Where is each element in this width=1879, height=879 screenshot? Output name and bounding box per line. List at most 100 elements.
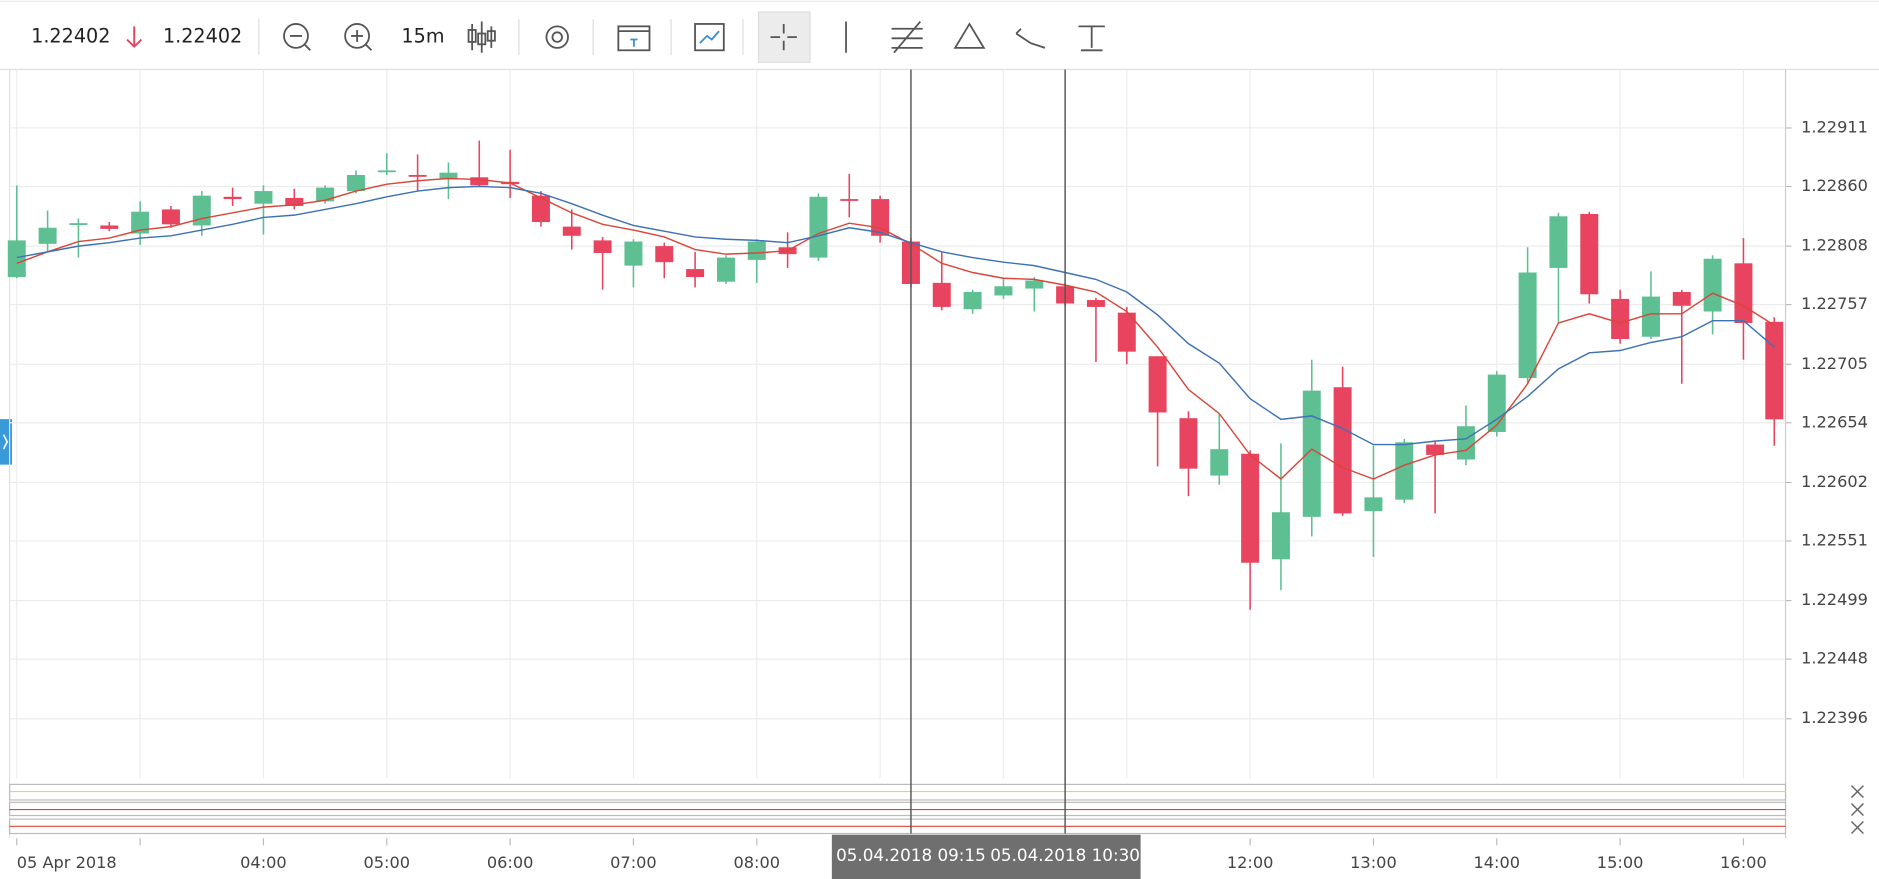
- candle-body: [1672, 292, 1691, 306]
- side-panel-toggle[interactable]: [0, 419, 12, 465]
- x-tick-label: 06:00: [487, 853, 534, 872]
- crosshair-tool-active[interactable]: [757, 11, 811, 63]
- labels: 1.22911 1.22860 1.22808 1.22757 1.22705 1.226…: [16, 117, 1868, 879]
- x-tick-label: 13:00: [1350, 853, 1397, 872]
- candle-body: [131, 211, 150, 234]
- candle-body: [346, 174, 365, 192]
- candle-body: [1487, 374, 1506, 432]
- candle-body: [408, 174, 427, 177]
- candle-body: [686, 269, 705, 278]
- candle-body: [69, 223, 88, 225]
- bid-price: 1.22402: [31, 25, 110, 48]
- candle-body: [316, 187, 335, 202]
- candle-body: [7, 240, 26, 278]
- y-tick-label: 1.22448: [1801, 649, 1868, 668]
- y-tick-label: 1.22911: [1801, 117, 1868, 136]
- templates[interactable]: [617, 25, 651, 52]
- y-tick-label: 1.22551: [1801, 530, 1868, 549]
- crosshair-label-box: [831, 834, 1141, 879]
- candle-body: [285, 197, 304, 206]
- candle-body: [994, 286, 1013, 296]
- candle-body: [192, 195, 211, 226]
- candle-body: [38, 227, 57, 244]
- candle-body: [161, 209, 180, 225]
- x-tick-label: 07:00: [610, 853, 657, 872]
- x-tick-label: 16:00: [1720, 853, 1767, 872]
- candle-body: [1580, 214, 1599, 295]
- candle-body: [1641, 296, 1660, 337]
- crosshair-label: 05.04.2018 09:15: [836, 845, 986, 865]
- candle-body: [963, 292, 982, 310]
- moving-average-line: [16, 177, 1775, 480]
- candle-body: [1364, 497, 1383, 512]
- side-panel-arrow: [2, 434, 9, 450]
- y-tick-label: 1.22860: [1801, 176, 1868, 195]
- y-tick-label: 1.22654: [1801, 412, 1868, 431]
- y-tick-label: 1.22396: [1801, 708, 1868, 727]
- candle-body: [531, 195, 550, 223]
- candle-body: [716, 257, 735, 282]
- y-tick-label: 1.22602: [1801, 472, 1868, 491]
- candle-body: [1241, 453, 1260, 563]
- candle-body: [1025, 280, 1044, 289]
- candle-body: [1395, 442, 1414, 500]
- marks: [7, 69, 1784, 834]
- candle-body: [1271, 512, 1290, 560]
- x-tick-label: 05:00: [363, 853, 410, 872]
- x-tick-label: 04:00: [240, 853, 287, 872]
- toolbar: 1.22402 1.22402 15m: [0, 0, 1879, 71]
- ask-price: 1.22402: [163, 25, 242, 48]
- y-tick-label: 1.22808: [1801, 236, 1868, 255]
- candle-body: [1333, 387, 1352, 514]
- candle-body: [1426, 444, 1445, 455]
- candle-body: [377, 170, 396, 173]
- candle-body: [1086, 300, 1105, 307]
- triangle-tool[interactable]: [953, 22, 986, 49]
- indicators[interactable]: [694, 23, 725, 52]
- zoom-in[interactable]: [344, 23, 373, 51]
- x-tick-label: 14:00: [1473, 853, 1520, 872]
- fibonacci-tool[interactable]: [891, 20, 923, 54]
- candle-body: [254, 191, 273, 204]
- candle-body: [470, 177, 489, 186]
- y-tick-label: 1.22705: [1801, 354, 1868, 373]
- moving-average-line: [16, 185, 1775, 446]
- candle-body: [1611, 298, 1630, 340]
- candle-body: [562, 226, 581, 236]
- indicator-panes: [8, 783, 1864, 835]
- candle-body: [809, 196, 828, 258]
- candle-type[interactable]: [467, 21, 496, 53]
- crosshair-label: 05.04.2018 10:30: [990, 845, 1140, 865]
- interval[interactable]: 15m: [401, 25, 444, 48]
- x-tick-label: 15:00: [1597, 853, 1644, 872]
- candle-body: [1765, 321, 1784, 420]
- candle-body: [747, 241, 766, 260]
- candle-body: [1549, 216, 1568, 268]
- x-tick-label: 12:00: [1227, 853, 1274, 872]
- candle-body: [624, 241, 643, 266]
- y-tick-label: 1.22499: [1801, 590, 1868, 609]
- text-tool[interactable]: [1078, 25, 1105, 52]
- settings[interactable]: [545, 25, 569, 49]
- candle-body: [1518, 272, 1537, 379]
- candle-body: [593, 240, 612, 254]
- candle-body: [932, 282, 951, 307]
- x-tick-label: 08:00: [733, 853, 780, 872]
- candle-body: [1456, 426, 1475, 460]
- path-tool[interactable]: [1015, 28, 1046, 49]
- zoom-out[interactable]: [283, 23, 312, 51]
- x-tick-label: 05 Apr 2018: [17, 853, 117, 872]
- candle-body: [655, 246, 674, 263]
- candle-body: [439, 172, 458, 180]
- candle-body: [1179, 418, 1198, 469]
- candle-body: [223, 196, 242, 200]
- candle-body: [1148, 356, 1167, 413]
- y-tick-label: 1.22757: [1801, 294, 1868, 313]
- close-pane-icons[interactable]: [1850, 785, 1864, 835]
- candle-body: [1210, 449, 1229, 476]
- candle-body: [1117, 312, 1136, 352]
- candle-body: [1734, 263, 1753, 323]
- down-arrow: [126, 26, 143, 49]
